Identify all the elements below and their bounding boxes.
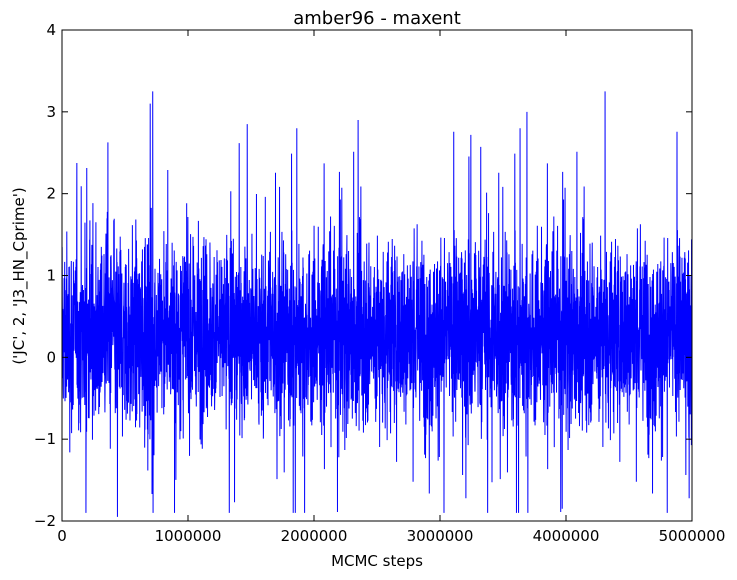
x-tick-label: 0 xyxy=(57,527,67,545)
y-tick-label: 4 xyxy=(46,21,56,39)
x-tick-label: 4000000 xyxy=(533,527,600,545)
x-axis-ticks: 0 1000000 2000000 3000000 4000000 5000000 xyxy=(57,30,725,545)
series-line xyxy=(61,91,693,517)
y-tick-label: −2 xyxy=(34,512,56,530)
y-tick-label: −1 xyxy=(34,430,56,448)
series-layer xyxy=(61,91,693,517)
chart-title: amber96 - maxent xyxy=(293,8,461,29)
y-axis-label: ('JC', 2, 'J3_HN_Cprime') xyxy=(10,187,29,364)
x-tick-label: 2000000 xyxy=(281,527,348,545)
y-tick-label: 0 xyxy=(46,348,56,366)
y-axis-ticks: −2 −1 0 1 2 3 4 xyxy=(34,21,692,530)
y-tick-label: 2 xyxy=(46,185,56,203)
x-axis-label: MCMC steps xyxy=(331,552,423,570)
x-tick-label: 5000000 xyxy=(659,527,726,545)
x-tick-label: 3000000 xyxy=(407,527,474,545)
y-tick-label: 1 xyxy=(46,267,56,285)
y-tick-label: 3 xyxy=(46,103,56,121)
x-tick-label: 1000000 xyxy=(155,527,222,545)
